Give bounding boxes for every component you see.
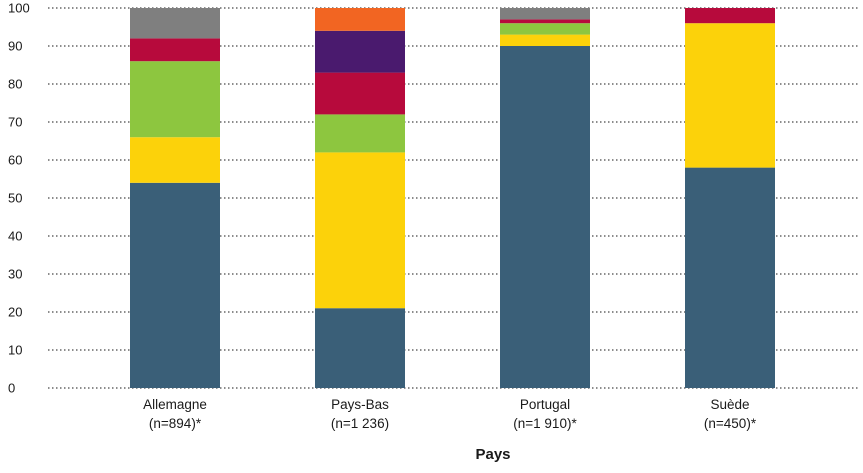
y-tick-label: 20 <box>8 305 22 320</box>
bar-segment-4-2 <box>685 23 775 168</box>
bar-segment-2-3 <box>315 114 405 153</box>
bar-segment-3-3 <box>500 23 590 35</box>
x-category-label: Allemagne <box>143 397 207 412</box>
x-axis-labels: Allemagne (n=894)* Pays-Bas (n=1 236) Portug… <box>143 397 757 431</box>
x-category-sample-size: (n=1 236) <box>331 416 389 431</box>
bar-segment-4-1 <box>685 167 775 388</box>
bar-segment-2-2 <box>315 152 405 309</box>
y-axis-ticks: 0 10 20 30 40 50 60 70 80 90 100 <box>8 1 30 396</box>
bar-segment-3-4 <box>500 19 590 24</box>
bar-segment-3-7 <box>500 8 590 20</box>
bar-segment-1-2 <box>130 137 220 183</box>
x-category-label: Pays-Bas <box>331 397 389 412</box>
bars <box>130 8 775 388</box>
x-category-sample-size: (n=894)* <box>149 416 202 431</box>
x-category-label: Portugal <box>520 397 570 412</box>
bar-segment-3-2 <box>500 34 590 46</box>
y-tick-label: 50 <box>8 191 22 206</box>
bar-segment-1-3 <box>130 61 220 138</box>
bar-segment-1-4 <box>130 38 220 62</box>
x-category-label: Suède <box>710 397 749 412</box>
bar-segment-2-4 <box>315 72 405 115</box>
bar-segment-1-1 <box>130 182 220 388</box>
y-tick-label: 30 <box>8 267 22 282</box>
x-category-sample-size: (n=450)* <box>704 416 757 431</box>
bar-segment-2-6 <box>315 8 405 31</box>
y-tick-label: 40 <box>8 229 22 244</box>
bar-segment-3-1 <box>500 46 590 388</box>
y-tick-label: 100 <box>8 1 30 16</box>
bar-segment-1-7 <box>130 8 220 39</box>
y-tick-label: 0 <box>8 381 15 396</box>
x-category-sample-size: (n=1 910)* <box>513 416 577 431</box>
bar-segment-2-5 <box>315 30 405 73</box>
y-tick-label: 90 <box>8 39 22 54</box>
y-tick-label: 70 <box>8 115 22 130</box>
bar-segment-4-4 <box>685 8 775 24</box>
y-tick-label: 60 <box>8 153 22 168</box>
y-tick-label: 80 <box>8 77 22 92</box>
y-tick-label: 10 <box>8 343 22 358</box>
gridlines <box>48 7 858 389</box>
bar-segment-2-1 <box>315 308 405 388</box>
x-axis-title: Pays <box>475 446 510 463</box>
